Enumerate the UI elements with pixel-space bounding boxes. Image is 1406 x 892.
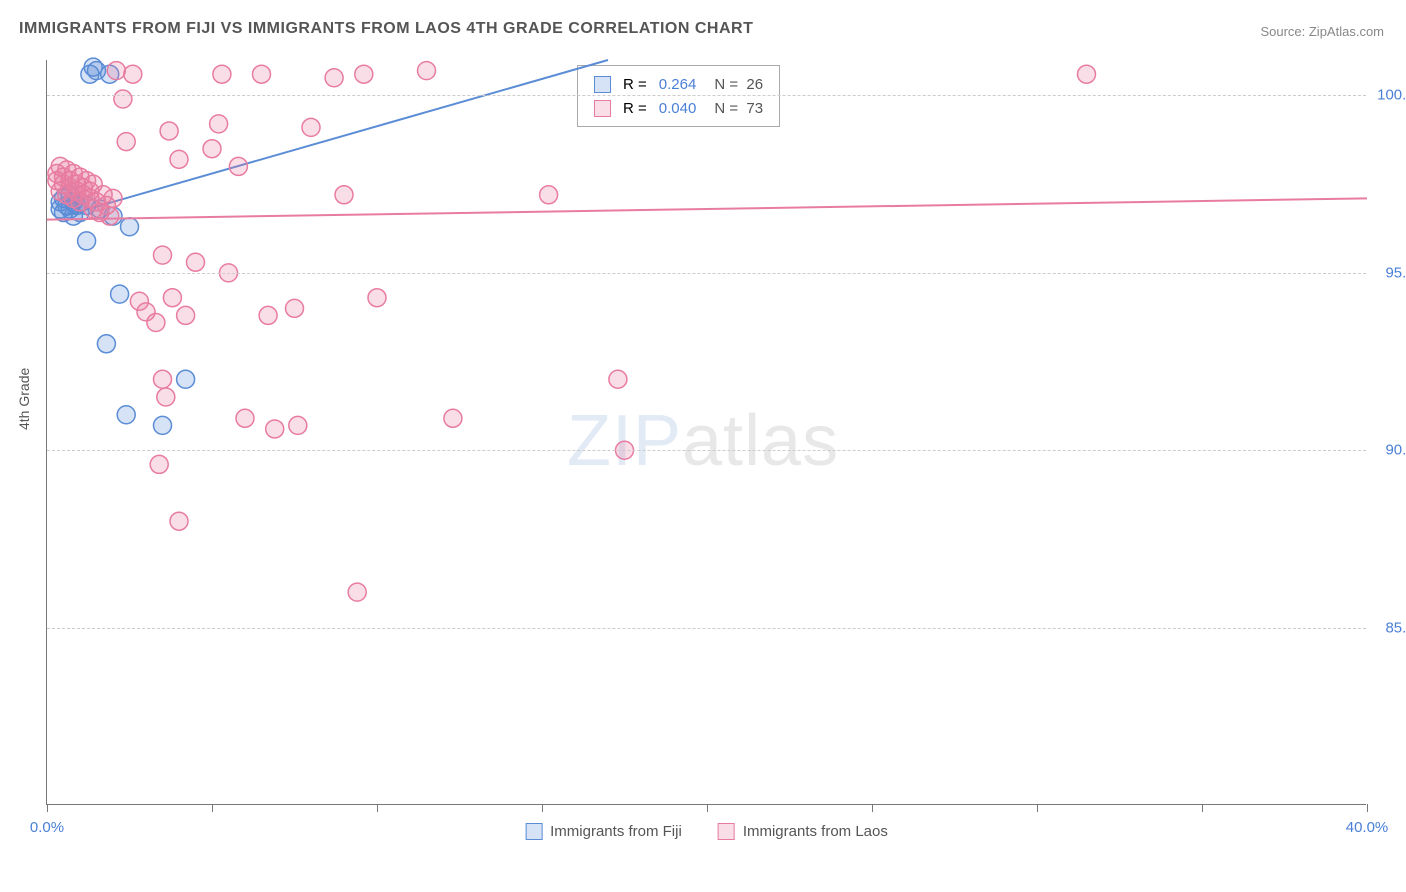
x-tick <box>542 804 543 812</box>
data-point <box>154 416 172 434</box>
data-point <box>154 370 172 388</box>
data-point <box>177 306 195 324</box>
data-point <box>236 409 254 427</box>
data-point <box>107 62 125 80</box>
x-tick <box>1367 804 1368 812</box>
data-point <box>444 409 462 427</box>
y-tick-label: 85.0% <box>1385 619 1406 636</box>
data-point <box>286 299 304 317</box>
data-point <box>289 416 307 434</box>
gridline <box>47 273 1366 274</box>
data-point <box>160 122 178 140</box>
plot-area: ZIPatlas R =0.264N = 26R =0.040N = 73 Im… <box>46 60 1366 805</box>
data-point <box>111 285 129 303</box>
data-point <box>348 583 366 601</box>
data-point <box>253 65 271 83</box>
x-tick-label: 0.0% <box>30 819 64 836</box>
data-point <box>229 157 247 175</box>
data-point <box>355 65 373 83</box>
data-point <box>418 62 436 80</box>
legend-swatch <box>718 823 735 840</box>
data-point <box>177 370 195 388</box>
data-point <box>154 246 172 264</box>
x-tick <box>872 804 873 812</box>
legend-item: Immigrants from Laos <box>718 823 888 840</box>
trend-line <box>47 198 1367 219</box>
data-point <box>104 189 122 207</box>
gridline <box>47 450 1366 451</box>
series-name: Immigrants from Fiji <box>550 823 682 840</box>
data-point <box>325 69 343 87</box>
y-tick-label: 95.0% <box>1385 264 1406 281</box>
data-point <box>1078 65 1096 83</box>
data-point <box>266 420 284 438</box>
chart-title: IMMIGRANTS FROM FIJI VS IMMIGRANTS FROM … <box>19 20 753 38</box>
data-point <box>163 289 181 307</box>
x-tick <box>377 804 378 812</box>
legend-item: Immigrants from Fiji <box>525 823 682 840</box>
y-tick-label: 90.0% <box>1385 442 1406 459</box>
data-point <box>203 140 221 158</box>
data-point <box>117 133 135 151</box>
series-legend: Immigrants from Fiji Immigrants from Laos <box>525 823 888 840</box>
data-point <box>97 335 115 353</box>
data-point <box>101 207 119 225</box>
y-axis-title: 4th Grade <box>16 368 32 430</box>
source-attribution: Source: ZipAtlas.com <box>1260 24 1384 39</box>
y-tick-label: 100.0% <box>1377 87 1406 104</box>
x-tick <box>1202 804 1203 812</box>
data-point <box>609 370 627 388</box>
x-tick <box>707 804 708 812</box>
x-tick <box>1037 804 1038 812</box>
x-tick <box>47 804 48 812</box>
data-point <box>213 65 231 83</box>
gridline <box>47 628 1366 629</box>
data-point <box>78 232 96 250</box>
data-point <box>124 65 142 83</box>
data-point <box>150 455 168 473</box>
data-point <box>121 218 139 236</box>
data-point <box>147 314 165 332</box>
data-point <box>117 406 135 424</box>
data-point <box>259 306 277 324</box>
data-point <box>302 118 320 136</box>
data-point <box>540 186 558 204</box>
gridline <box>47 95 1366 96</box>
data-point <box>157 388 175 406</box>
x-tick <box>212 804 213 812</box>
data-point <box>368 289 386 307</box>
data-point <box>335 186 353 204</box>
data-point <box>170 150 188 168</box>
data-point <box>187 253 205 271</box>
plot-svg <box>47 60 1366 804</box>
data-point <box>114 90 132 108</box>
legend-swatch <box>525 823 542 840</box>
data-point <box>210 115 228 133</box>
series-name: Immigrants from Laos <box>743 823 888 840</box>
x-tick-label: 40.0% <box>1346 819 1389 836</box>
data-point <box>170 512 188 530</box>
